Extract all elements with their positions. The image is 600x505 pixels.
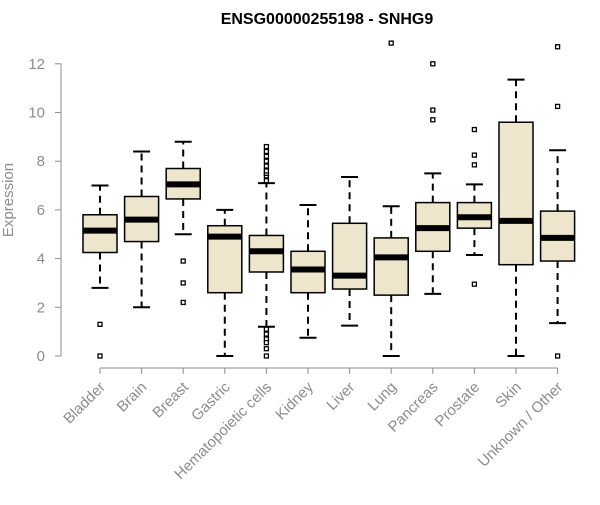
box-group [248, 143, 285, 359]
outlier-point [263, 163, 270, 169]
box-group [123, 150, 160, 309]
outlier-point [554, 44, 561, 50]
outlier-point [263, 178, 270, 184]
outlier-point [180, 258, 186, 264]
box-group [331, 176, 368, 327]
y-tick-label: 2 [37, 299, 45, 316]
box-group [290, 204, 326, 339]
outlier-point [554, 103, 561, 110]
box [373, 237, 409, 296]
x-tick-label: Kidney [272, 378, 317, 423]
outlier-point [97, 353, 103, 359]
outlier-point [430, 107, 436, 113]
box-group [415, 61, 451, 295]
outlier-point [263, 346, 270, 352]
y-tick-label: 8 [37, 153, 45, 170]
outlier-point [430, 61, 436, 67]
outlier-point [471, 152, 478, 158]
x-tick-label: Breast [149, 378, 192, 421]
box [82, 214, 118, 254]
box-group [165, 140, 201, 306]
chart-title: ENSG00000255198 - SNHG9 [221, 11, 434, 28]
x-tick-label: Brain [114, 379, 151, 416]
y-axis-label: Expression [0, 163, 17, 237]
outlier-point [263, 153, 270, 159]
outlier-point [430, 117, 436, 123]
box-group [373, 40, 409, 357]
outlier-point [471, 281, 478, 287]
outlier-point [388, 40, 394, 46]
box-group [82, 184, 118, 359]
x-tick-label: Skin [492, 379, 525, 412]
outlier-point [263, 168, 270, 174]
box-group [498, 78, 534, 357]
outlier-point [471, 126, 478, 133]
outlier-point [263, 339, 270, 346]
x-tick-label: Lung [364, 379, 400, 415]
box [331, 222, 368, 290]
outlier-point [263, 326, 270, 332]
outlier-point [263, 353, 270, 359]
x-tick-label: Liver [323, 379, 358, 414]
outlier-point [554, 353, 561, 359]
outlier-point [263, 158, 270, 164]
y-tick-label: 12 [28, 56, 45, 73]
y-tick-label: 0 [37, 348, 45, 365]
box-group [539, 44, 576, 359]
box [498, 121, 534, 266]
y-tick-label: 6 [37, 202, 45, 219]
y-tick-label: 4 [37, 251, 45, 268]
x-tick-label: Bladder [60, 379, 109, 428]
y-axis: 0 2 4 6 8 10 12 [28, 56, 62, 365]
y-tick-label: 10 [28, 105, 45, 122]
outlier-point [263, 143, 270, 150]
box-series [82, 40, 576, 359]
outlier-point [180, 280, 186, 286]
outlier-point [471, 162, 478, 168]
box-group [207, 208, 243, 357]
outlier-point [263, 148, 270, 155]
outlier-point [180, 299, 186, 306]
box-group [456, 126, 493, 287]
outlier-point [97, 321, 103, 327]
outlier-point [263, 331, 270, 337]
x-tick-label: Prostate [432, 379, 484, 431]
